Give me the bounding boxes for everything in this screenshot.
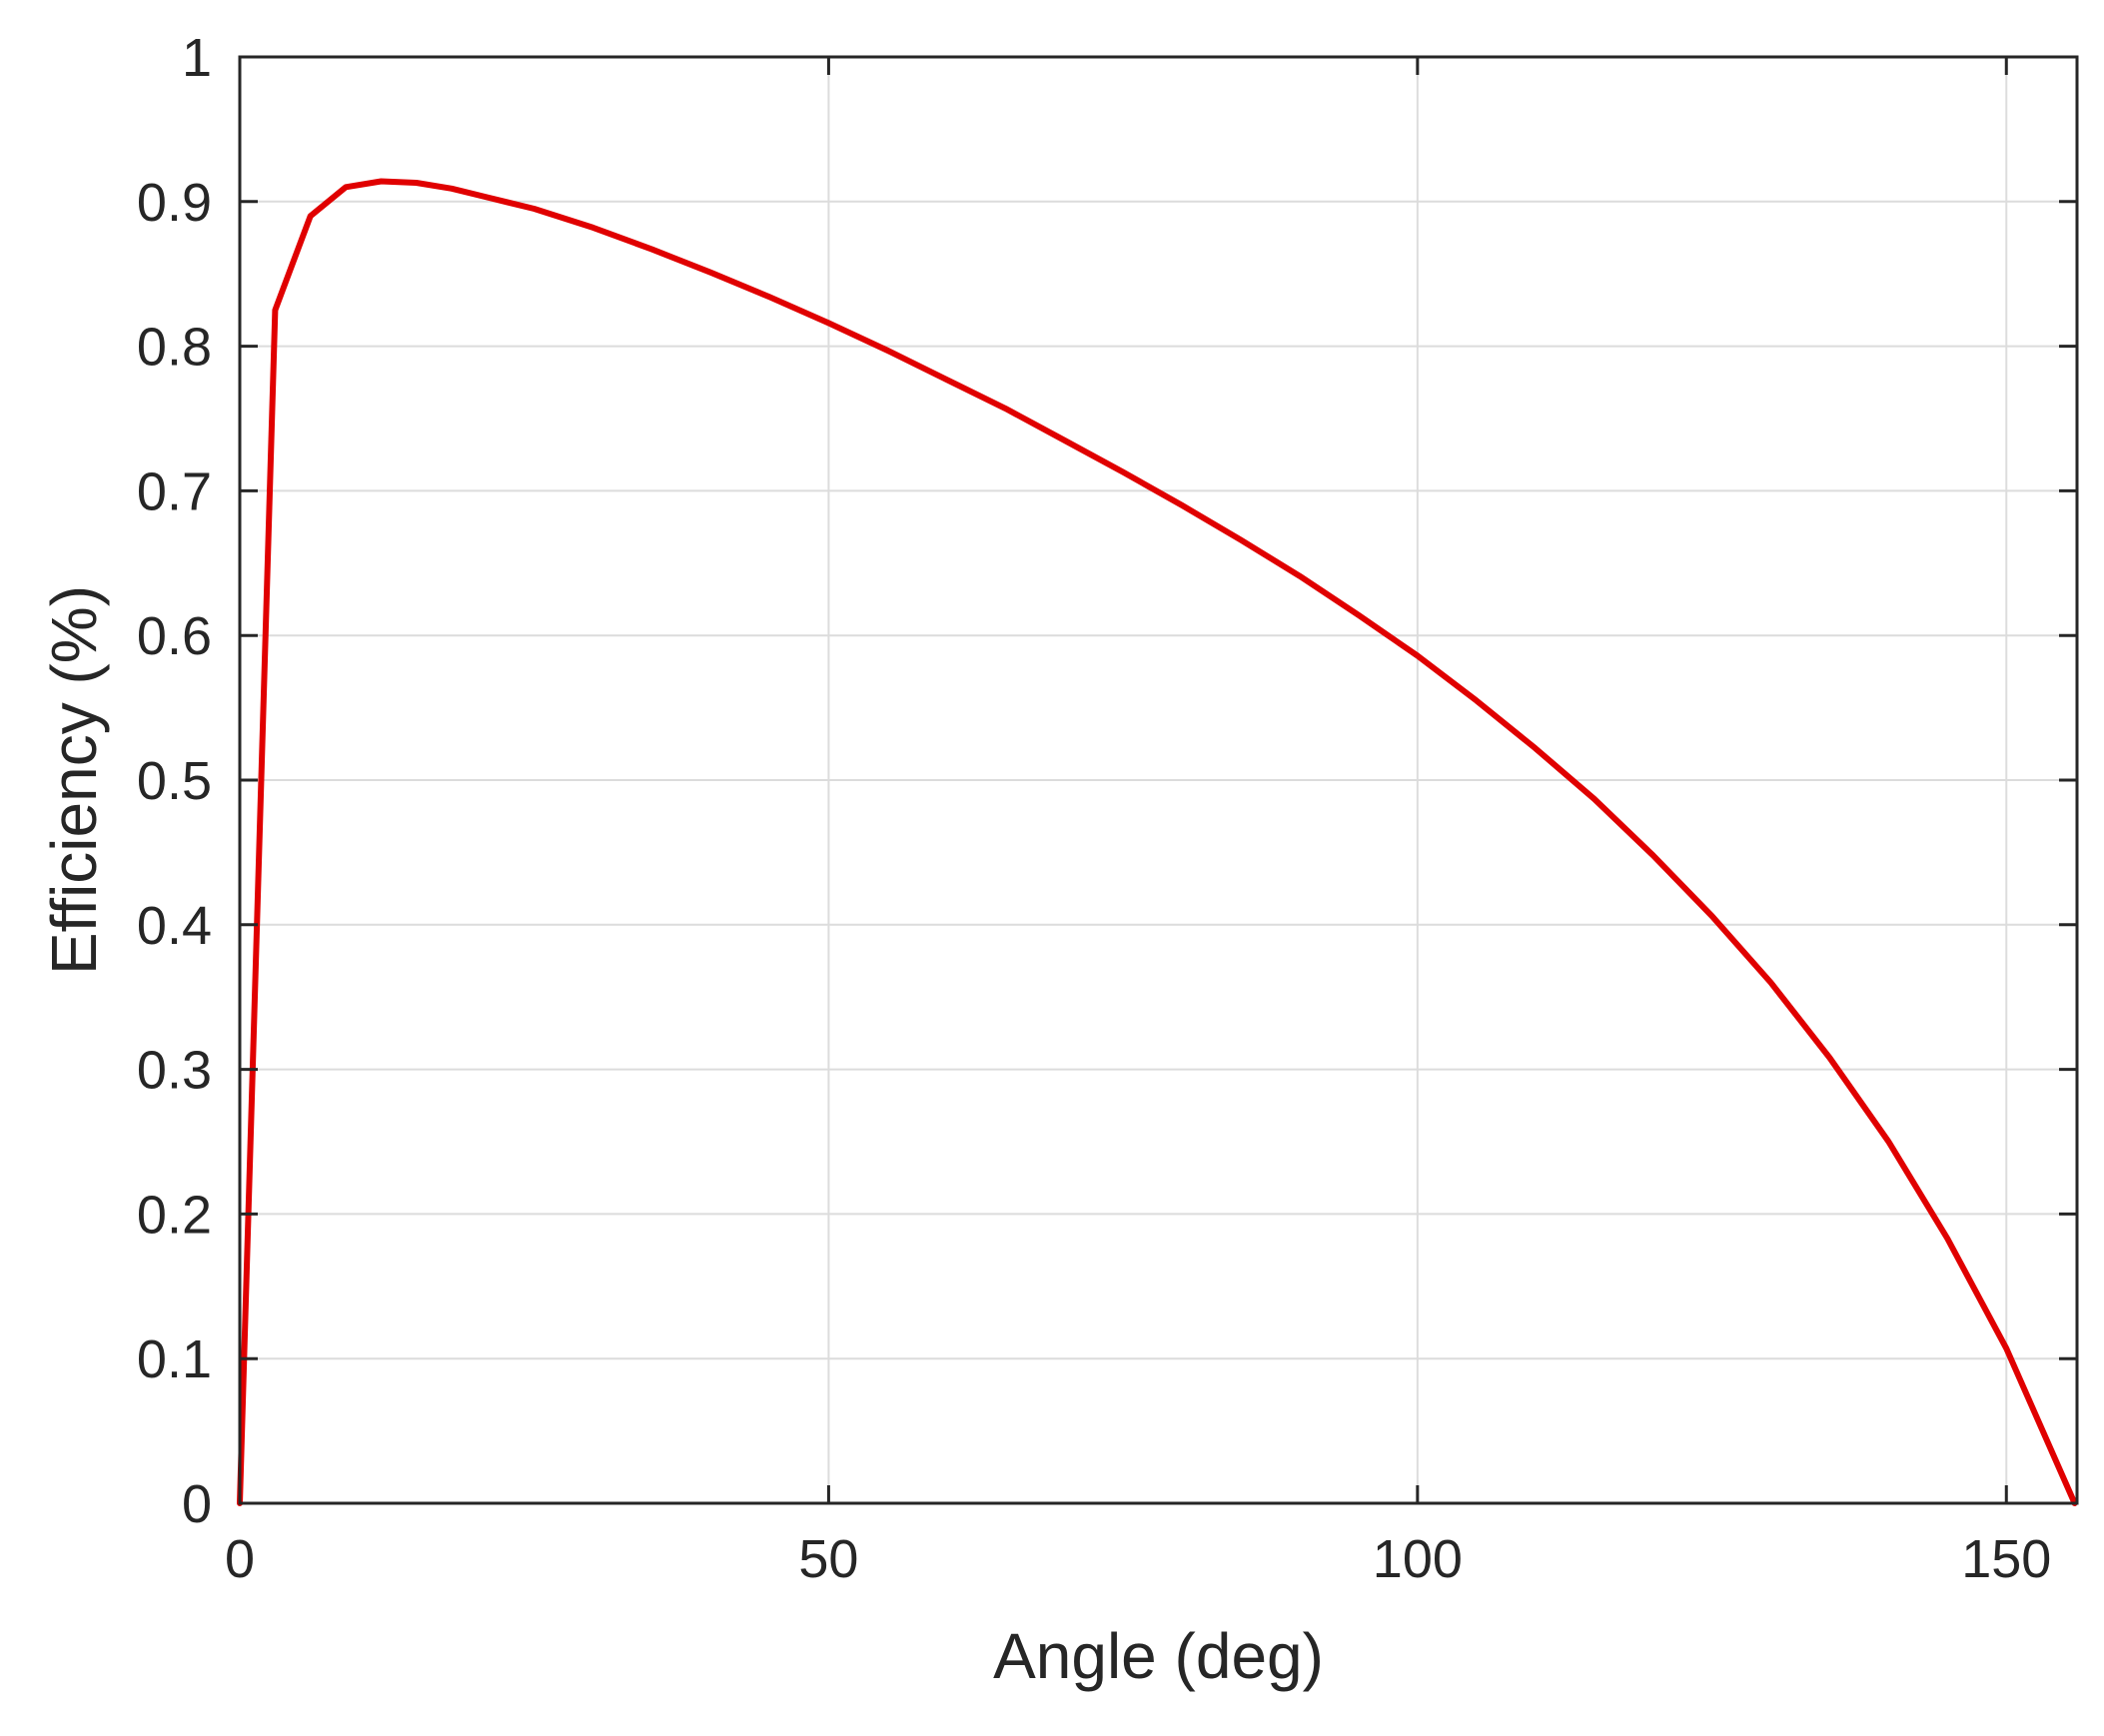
x-tick-label: 150: [1961, 1529, 2051, 1589]
y-axis-label: Efficiency (%): [38, 585, 110, 975]
y-tick-label: 0.5: [137, 751, 212, 811]
y-tick-label: 0.3: [137, 1041, 212, 1101]
y-tick-label: 0.6: [137, 606, 212, 666]
y-tick-label: 0: [182, 1474, 212, 1534]
y-tick-label: 1: [182, 28, 212, 88]
x-axis-label: Angle (deg): [993, 1620, 1324, 1692]
x-tick-label: 50: [798, 1529, 858, 1589]
y-tick-label: 0.9: [137, 173, 212, 233]
axis-ticks: [238, 55, 2077, 1505]
y-gridlines: [240, 200, 2077, 1360]
x-tick-labels: 0 50 100 150: [225, 1529, 2051, 1589]
y-tick-label: 0.7: [137, 461, 212, 521]
x-tick-label: 0: [225, 1529, 255, 1589]
y-tick-label: 0.4: [137, 896, 212, 956]
y-tick-label: 0.1: [137, 1329, 212, 1389]
y-tick-labels: 0 0.1 0.2 0.3 0.4 0.5 0.6 0.7 0.8 0.9 1: [137, 28, 212, 1534]
y-tick-label: 0.8: [137, 318, 212, 378]
efficiency-series-line: [237, 178, 2078, 1506]
y-tick-label: 0.2: [137, 1185, 212, 1245]
x-tick-label: 100: [1373, 1529, 1463, 1589]
series-layer: [237, 178, 2078, 1506]
